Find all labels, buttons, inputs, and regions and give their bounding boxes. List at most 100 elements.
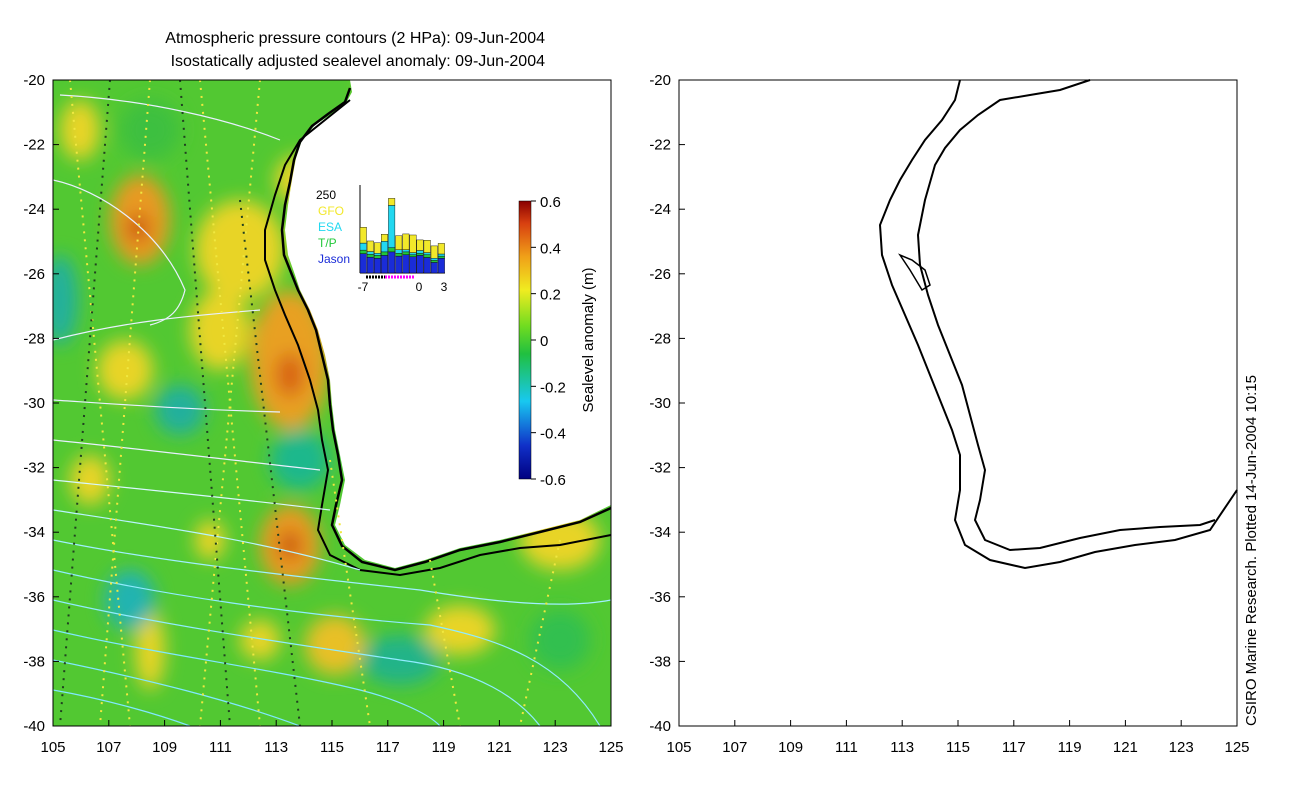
inset-bar-jason	[388, 251, 396, 274]
inset-bar-esa	[430, 258, 438, 261]
inset-bar-tp	[409, 254, 417, 258]
anomaly-blobs	[53, 80, 600, 690]
anomaly-blob	[105, 570, 155, 630]
inset-legend-tp: T/P	[318, 236, 337, 250]
inset-legend-gfo: GFO	[318, 204, 344, 218]
left-y-tick-label: -24	[23, 201, 45, 218]
left-x-tick-label: 111	[209, 739, 232, 756]
right-y-tick-label: -34	[649, 524, 671, 541]
inset-x-tick: -7	[358, 280, 369, 294]
right-y-tick-label: -26	[649, 266, 671, 283]
anomaly-blob	[425, 605, 495, 655]
right-island	[898, 253, 931, 292]
colorbar-label: Sealevel anomaly (m)	[580, 267, 597, 412]
chart-title-line-1: Atmospheric pressure contours (2 HPa): 0…	[165, 30, 545, 47]
right-y-tick-label: -22	[649, 137, 671, 154]
pressure-contour	[53, 509, 361, 571]
anomaly-blob	[270, 430, 330, 490]
left-y-tick-label: -28	[23, 330, 45, 347]
left-x-tick-label: 117	[376, 739, 400, 756]
left-x-tick-label: 123	[543, 739, 568, 756]
anomaly-blob	[276, 353, 304, 397]
inset-bar-tp	[359, 249, 367, 254]
inset-bar-esa	[437, 253, 445, 257]
right-x-tick-label: 109	[778, 739, 803, 756]
anomaly-blob	[305, 615, 365, 675]
right-x-tick-label: 123	[1169, 739, 1194, 756]
inset-bar-gfo	[388, 198, 396, 206]
inset-x-tick: 0	[416, 280, 423, 294]
inset-x-tick: 3	[441, 280, 448, 294]
coastline	[280, 87, 611, 572]
right-x-tick-label: 113	[890, 739, 914, 756]
satellite-track	[239, 199, 301, 726]
anomaly-blob	[128, 214, 148, 242]
satellite-tracks	[59, 80, 561, 726]
pressure-contour	[59, 94, 281, 141]
inset-bar-jason	[366, 256, 374, 274]
colorbar-tick-label: -0.2	[540, 379, 566, 396]
left-x-tick-label: 115	[320, 739, 344, 756]
inset-background	[313, 183, 448, 293]
right-y-tick-label: -38	[649, 653, 671, 670]
pressure-contour	[53, 659, 301, 726]
left-y-tick-label: -32	[23, 460, 45, 477]
left-y-tick-label: -26	[23, 266, 45, 283]
right-y-tick-label: -24	[649, 201, 671, 218]
inset-chart: 250 GFO ESA T/P Jason -7 0 3	[313, 183, 448, 294]
inset-bar-gfo	[359, 227, 367, 244]
colorbar-tick-label: -0.4	[540, 426, 566, 443]
colorbar-tick-label: 0.6	[540, 194, 561, 211]
inset-bar-jason	[359, 253, 367, 274]
right-x-tick-label: 121	[1113, 739, 1138, 756]
left-y-tick-label: -34	[23, 524, 45, 541]
inset-bar-jason	[423, 257, 431, 274]
inset-bar-esa	[374, 253, 381, 256]
left-x-tick-label: 119	[432, 739, 456, 756]
pressure-contour	[53, 689, 191, 726]
inset-bar-tp	[402, 251, 410, 255]
anomaly-blob	[280, 531, 300, 559]
pressure-contour	[53, 599, 541, 726]
colorbar: 0.6 0.4 0.2 0 -0.2 -0.4 -0.6 Sealevel anomaly …	[518, 194, 597, 489]
inset-bar-tp	[381, 251, 388, 256]
anomaly-blob	[530, 610, 590, 670]
inset-bar-gfo	[437, 243, 445, 255]
inset-bar-esa	[416, 250, 424, 254]
inset-bar-tp	[374, 255, 381, 259]
shelf-contour	[264, 99, 611, 577]
inset-bar-gfo	[423, 240, 431, 253]
inset-bar-gfo	[366, 240, 374, 252]
left-axes: 105 107 109 111 113 115 117 119 121 123 125 -20 -22 -…	[23, 72, 623, 756]
left-x-tick-label: 109	[152, 739, 177, 756]
inset-bar-jason	[437, 258, 445, 274]
right-shelf-contour	[916, 79, 1216, 552]
left-y-tick-label: -40	[23, 718, 45, 735]
inset-bar-jason	[402, 254, 410, 274]
colorbar-tick-label: -0.6	[540, 472, 566, 489]
anomaly-blob	[155, 385, 205, 435]
inset-bars	[359, 198, 445, 274]
anomaly-blob	[60, 100, 100, 160]
anomaly-blob	[120, 100, 180, 160]
anomaly-blob	[240, 620, 280, 660]
colorbar-gradient	[518, 200, 532, 480]
inset-bar-jason	[416, 255, 424, 274]
right-y-tick-label: -32	[649, 460, 671, 477]
inset-bar-tp	[388, 247, 396, 253]
right-coastline	[878, 79, 1238, 570]
left-y-tick-label: -20	[23, 72, 45, 89]
anomaly-blob	[53, 255, 78, 345]
right-x-tick-label: 125	[1224, 739, 1249, 756]
inset-bar-gfo	[374, 242, 381, 254]
inset-bar-tp	[437, 255, 445, 259]
inset-bar-esa	[402, 249, 410, 253]
inset-bar-esa	[366, 251, 374, 255]
left-y-tick-label: -30	[23, 395, 45, 412]
colorbar-tick-label: 0.4	[540, 240, 561, 257]
right-plot-frame	[678, 79, 1238, 727]
right-axes: 105 107 109 111 113 115 117 119 121 123 125 -20 -22 -…	[649, 72, 1249, 756]
inset-bar-gfo	[416, 239, 424, 251]
inset-bar-tp	[416, 253, 424, 256]
